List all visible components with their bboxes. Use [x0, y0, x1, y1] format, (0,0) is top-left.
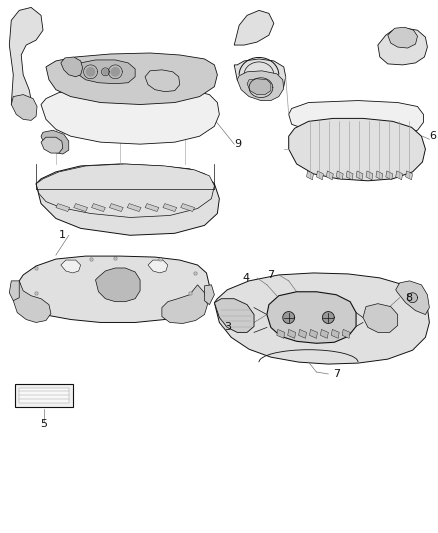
Polygon shape — [19, 256, 209, 322]
Polygon shape — [396, 281, 429, 314]
Polygon shape — [214, 273, 429, 364]
Text: 4: 4 — [242, 273, 249, 283]
Polygon shape — [234, 59, 286, 96]
Polygon shape — [92, 204, 106, 212]
Text: 9: 9 — [234, 139, 241, 149]
Polygon shape — [356, 171, 363, 180]
Polygon shape — [326, 171, 333, 180]
Polygon shape — [61, 260, 81, 273]
Polygon shape — [366, 171, 373, 180]
Polygon shape — [363, 304, 398, 333]
Polygon shape — [376, 171, 383, 180]
Text: 7: 7 — [267, 270, 275, 280]
Polygon shape — [307, 171, 314, 180]
Polygon shape — [299, 329, 307, 338]
Polygon shape — [111, 68, 120, 76]
Polygon shape — [145, 70, 180, 92]
Polygon shape — [288, 329, 296, 338]
Polygon shape — [214, 298, 254, 333]
Text: 7: 7 — [333, 369, 340, 379]
Polygon shape — [95, 268, 140, 302]
Polygon shape — [289, 101, 424, 134]
Polygon shape — [9, 281, 19, 301]
Polygon shape — [409, 294, 417, 302]
Polygon shape — [162, 285, 208, 324]
Polygon shape — [396, 171, 403, 180]
Text: 8: 8 — [406, 293, 413, 303]
Polygon shape — [181, 204, 194, 212]
Polygon shape — [310, 329, 318, 338]
Polygon shape — [346, 171, 353, 180]
Polygon shape — [321, 329, 328, 338]
Polygon shape — [76, 60, 135, 84]
Polygon shape — [284, 312, 293, 322]
Polygon shape — [148, 260, 168, 273]
Polygon shape — [46, 53, 217, 104]
Polygon shape — [41, 137, 63, 153]
Polygon shape — [277, 329, 285, 338]
Polygon shape — [74, 204, 88, 212]
Polygon shape — [234, 11, 274, 45]
Polygon shape — [388, 27, 417, 48]
Polygon shape — [36, 164, 219, 235]
Polygon shape — [145, 204, 159, 212]
Polygon shape — [342, 329, 350, 338]
Polygon shape — [110, 204, 123, 212]
Polygon shape — [41, 87, 219, 144]
Polygon shape — [205, 285, 214, 305]
Text: 6: 6 — [429, 131, 436, 141]
Text: 3: 3 — [224, 322, 231, 333]
Polygon shape — [11, 95, 37, 120]
Polygon shape — [316, 171, 323, 180]
Polygon shape — [378, 28, 427, 65]
Polygon shape — [331, 329, 339, 338]
Polygon shape — [86, 68, 95, 76]
Text: 1: 1 — [59, 230, 66, 240]
Polygon shape — [336, 171, 343, 180]
Polygon shape — [19, 388, 69, 403]
Polygon shape — [41, 130, 69, 154]
Polygon shape — [289, 118, 425, 181]
Polygon shape — [103, 69, 108, 74]
Polygon shape — [267, 292, 356, 343]
Polygon shape — [386, 171, 393, 180]
Polygon shape — [15, 384, 73, 407]
Polygon shape — [36, 164, 214, 217]
Text: 5: 5 — [40, 418, 47, 429]
Polygon shape — [9, 7, 43, 104]
Polygon shape — [406, 171, 413, 180]
Polygon shape — [323, 312, 333, 322]
Polygon shape — [237, 71, 284, 101]
Polygon shape — [13, 281, 51, 322]
Polygon shape — [61, 57, 83, 77]
Polygon shape — [247, 79, 271, 95]
Polygon shape — [163, 204, 177, 212]
Polygon shape — [127, 204, 141, 212]
Polygon shape — [56, 204, 70, 212]
